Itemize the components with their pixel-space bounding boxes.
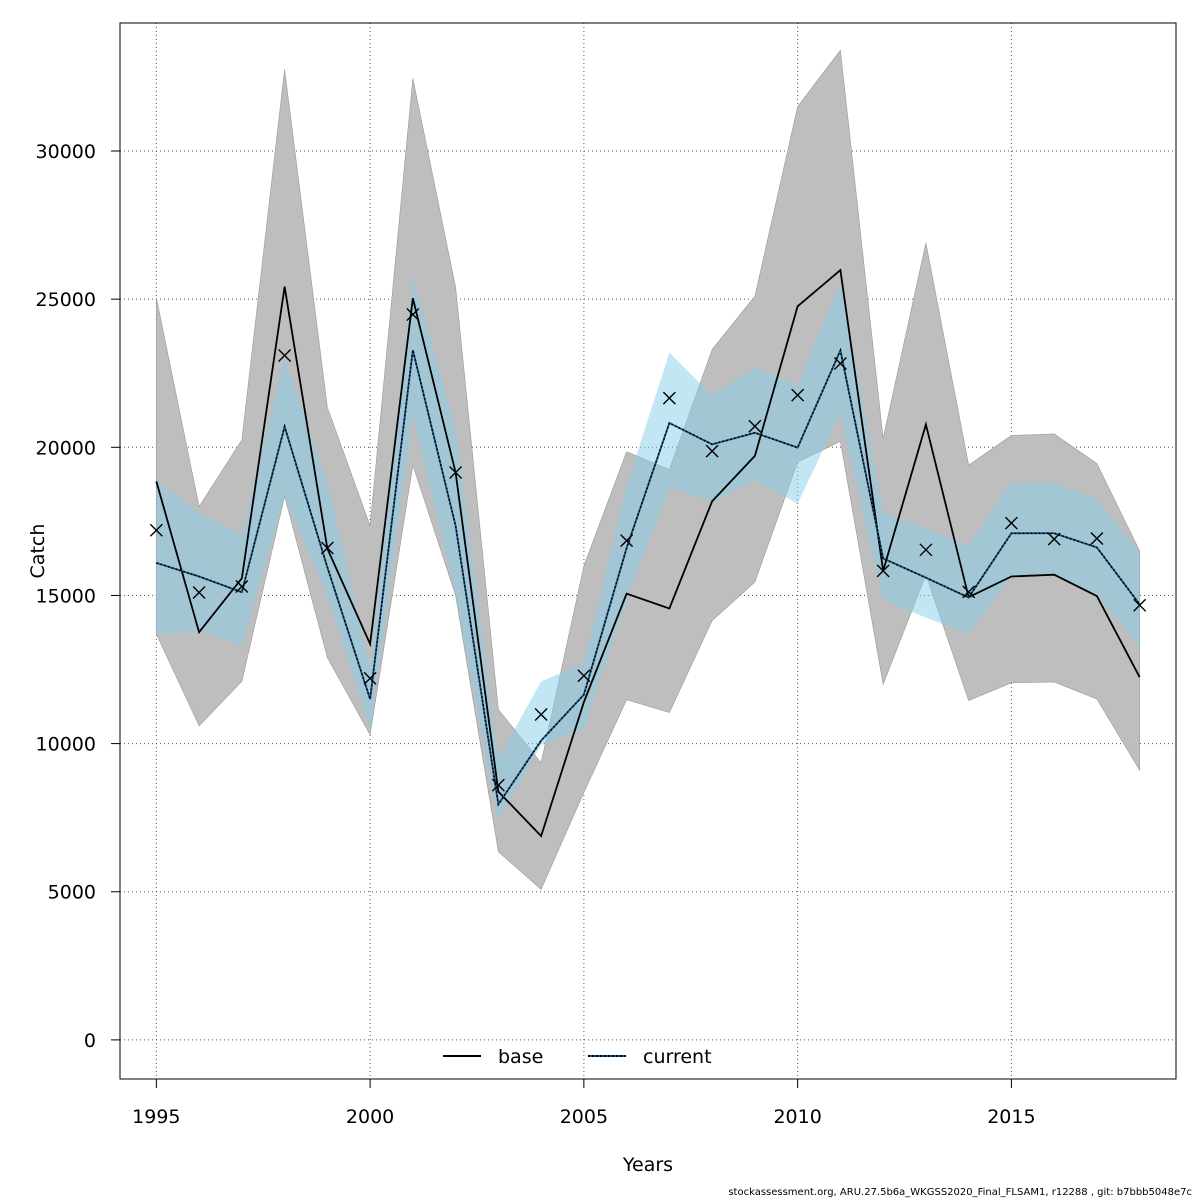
observation-point [491,778,505,792]
observation-point [149,523,163,537]
y-tick-label: 25000 [36,289,96,311]
x-tick-label: 1995 [132,1106,180,1128]
y-axis: 0 5000 10000 15000 20000 25000 30000 [36,141,120,1052]
observation-point [620,534,634,548]
observation-point [534,708,548,722]
observation-point [278,348,292,362]
observation-point [705,444,719,458]
x-axis-title: Years [622,1154,673,1176]
observation-point [876,564,890,578]
observation-point [363,671,377,685]
observation-point [406,308,420,322]
x-tick-label: 2000 [346,1106,394,1128]
observation-point [320,541,334,555]
legend-label-base: base [498,1046,543,1068]
observation-point [962,585,976,599]
observation-point [449,465,463,479]
observation-point [1047,532,1061,546]
x-tick-label: 2015 [987,1106,1035,1128]
observation-point [919,543,933,557]
observation-point [791,388,805,402]
observation-point [235,580,249,594]
series-line-current [156,347,1141,807]
observation-point [1004,516,1018,530]
confidence-bands [156,49,1140,890]
observation-point [192,585,206,599]
plot-frame [119,22,1177,1080]
observation-point [748,419,762,433]
y-tick-label: 20000 [36,437,96,459]
x-tick-label: 2010 [773,1106,821,1128]
observation-point [833,356,847,370]
observation-point [1133,598,1147,612]
observation-point [577,669,591,683]
observation-point [1090,532,1104,546]
y-tick-label: 10000 [36,734,96,756]
series-lines [155,268,1141,838]
band-current [156,276,1140,820]
series-line-base [155,268,1141,838]
x-axis: 1995 2000 2005 2010 2015 [132,1079,1036,1128]
x-tick-label: 2005 [560,1106,608,1128]
y-tick-label: 0 [84,1030,96,1052]
legend: base current [443,1046,712,1068]
footer-source-text: stockassessment.org, ARU.27.5b6a_WKGSS20… [728,1187,1192,1198]
y-axis-title: Catch [27,524,49,579]
legend-label-current: current [643,1046,712,1068]
y-tick-label: 15000 [36,585,96,607]
y-tick-label: 30000 [36,141,96,163]
observation-point [662,391,676,405]
series-line-current-alt [156,347,1141,807]
y-tick-label: 5000 [48,882,96,904]
observation-markers [149,308,1147,792]
